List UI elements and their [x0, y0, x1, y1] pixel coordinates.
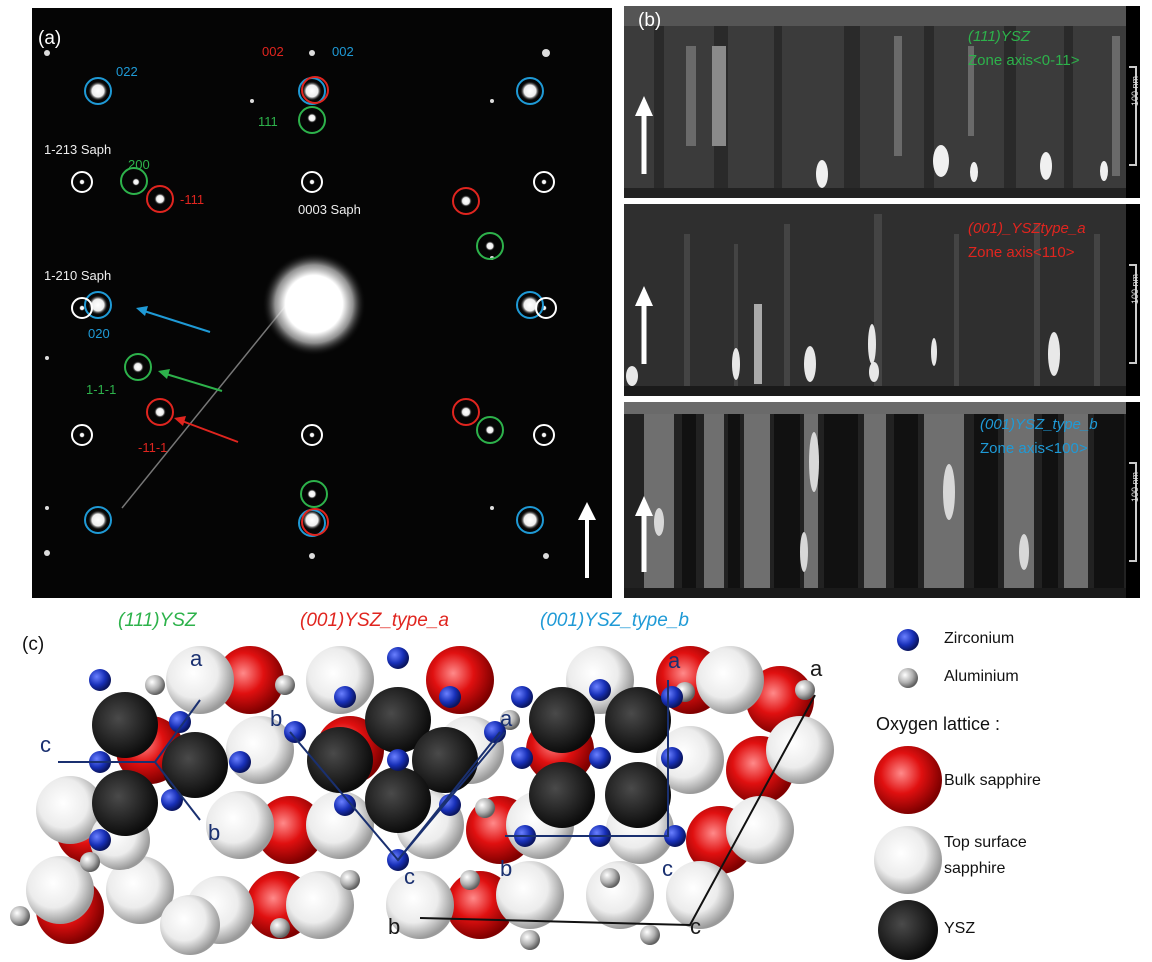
legend-aluminium-swatch	[898, 668, 918, 688]
spot-label-111: 111	[258, 114, 278, 129]
ysz-atoms	[92, 687, 671, 836]
arrow-blue	[136, 306, 211, 333]
aluminium-atoms	[10, 675, 815, 950]
arrow-red	[174, 416, 239, 443]
spot-label-0003-saph: 0003 Saph	[298, 202, 361, 217]
green-ring-group	[120, 106, 504, 508]
spot-label-002-blue: 002	[332, 44, 354, 59]
panel-c-label: (c)	[22, 634, 45, 655]
spot-label-200: 200	[128, 157, 150, 172]
white-ring-group	[71, 171, 557, 446]
vectors-type-a	[289, 731, 506, 862]
spot-label-022: 022	[116, 64, 138, 79]
orientation-arrow	[578, 502, 596, 578]
panel-a-label: (a)	[38, 28, 62, 49]
legend-top-label-2: sapphire	[944, 860, 1006, 877]
zirconium-atoms	[89, 647, 686, 871]
beam-streak	[121, 297, 293, 509]
scale-bar-label: 100 nm	[1130, 472, 1140, 503]
legend-bulk-swatch	[874, 746, 942, 814]
vector-b-type-a: b	[270, 706, 283, 731]
lattice-label-type-b: (001)YSZ_type_b	[980, 416, 1098, 433]
scale-bar-label: 100 nm	[1130, 76, 1140, 107]
panel-b-label: (b)	[638, 10, 662, 31]
scale-bar-label: 100 nm	[1130, 274, 1140, 305]
atomic-model-svg	[10, 646, 834, 955]
spot-label-m11-1: -11-1	[138, 440, 168, 455]
spot-label-1-213-saph: 1-213 Saph	[44, 142, 112, 157]
spot-label-1-210-saph: 1-210 Saph	[44, 268, 112, 283]
vector-c-type-b: c	[662, 856, 673, 881]
diffraction-svg	[44, 49, 596, 578]
vector-c-sapphire: c	[690, 914, 701, 939]
legend-ysz-swatch	[878, 900, 938, 960]
legend-swatches	[874, 629, 942, 960]
red-ring-group	[146, 76, 480, 536]
arrow-green	[158, 369, 223, 392]
lattice-label-type-a: (001)_YSZtype_a	[968, 220, 1086, 237]
vector-c-type-a: c	[404, 864, 415, 889]
legend-zirconium-label: Zirconium	[944, 630, 1015, 647]
vector-b-111: b	[208, 820, 221, 845]
title-111-ysz: (111)YSZ	[118, 610, 197, 631]
vector-a-type-a: a	[500, 706, 513, 731]
spot-label-020: 020	[88, 326, 110, 341]
zone-axis-label-type-b: Zone axis<100>	[980, 440, 1088, 457]
vectors-type-b	[505, 680, 669, 837]
title-type-b: (001)YSZ_type_b	[540, 610, 689, 631]
tem-image-type-a: 100 nm (001)_YSZtype_a Zone axis<110>	[624, 204, 1140, 396]
legend-top-label-1: Top surface	[944, 834, 1027, 851]
spot-label-002-red: 002	[262, 44, 284, 59]
vector-a-sapphire: a	[810, 656, 823, 681]
legend-aluminium-label: Aluminium	[944, 668, 1019, 685]
vector-a-111: a	[190, 646, 203, 671]
title-type-a: (001)YSZ_type_a	[300, 610, 449, 631]
central-beam	[262, 252, 366, 356]
legend-zirconium-swatch	[897, 629, 919, 651]
tem-image-111: 100 nm (b) (111)YSZ Zone axis<0-11>	[624, 6, 1140, 198]
diffraction-pattern-panel: (a) 022 002 002 111 1-213 Saph 200 -111 …	[32, 8, 612, 598]
vector-c-111: c	[40, 732, 51, 757]
scale-bar-1: 100 nm	[1126, 6, 1140, 198]
vectors-sapphire	[419, 694, 816, 927]
vector-a-type-b: a	[668, 648, 681, 673]
zone-axis-label-111: Zone axis<0-11>	[968, 52, 1080, 69]
tem-texture-2	[624, 214, 1140, 396]
scale-bar-2: 100 nm	[1126, 204, 1140, 396]
tem-image-type-b: 100 nm (001)YSZ_type_b Zone axis<100>	[624, 402, 1140, 598]
spot-label-m111: -111	[180, 192, 205, 207]
legend-ysz-label: YSZ	[944, 920, 976, 937]
vectors-111	[58, 699, 201, 821]
spot-label-1-1-1: 1-1-1	[86, 382, 117, 397]
tem-texture-1	[624, 6, 1140, 198]
vector-b-type-b: b	[500, 856, 513, 881]
tem-texture-3	[624, 402, 1140, 598]
scale-bar-3: 100 nm	[1126, 402, 1140, 598]
vector-b-sapphire: b	[388, 914, 401, 939]
zone-axis-label-type-a: Zone axis<110>	[968, 244, 1075, 261]
lattice-label-111: (111)YSZ	[968, 28, 1030, 45]
legend-bulk-label: Bulk sapphire	[944, 772, 1041, 789]
legend-top-swatch	[874, 826, 942, 894]
legend-oxygen-heading: Oxygen lattice :	[876, 714, 1001, 734]
